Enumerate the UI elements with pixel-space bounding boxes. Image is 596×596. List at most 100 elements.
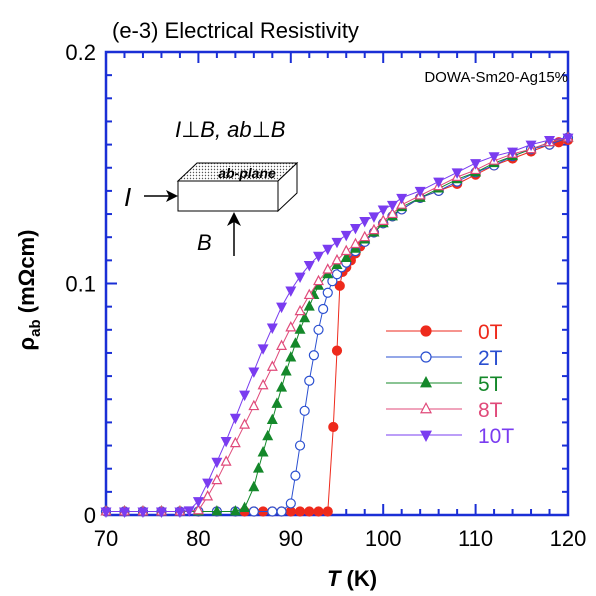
legend-label: 0T bbox=[478, 321, 503, 344]
data-point bbox=[318, 303, 329, 315]
data-point bbox=[359, 217, 371, 228]
data-point bbox=[229, 505, 241, 516]
data-point bbox=[248, 480, 260, 492]
data-point bbox=[433, 177, 445, 189]
data-point bbox=[276, 302, 288, 314]
data-point bbox=[299, 405, 310, 416]
data-point bbox=[266, 323, 278, 334]
data-point bbox=[322, 263, 334, 274]
data-point bbox=[137, 507, 149, 518]
data-point bbox=[322, 287, 333, 298]
data-point bbox=[276, 339, 288, 350]
x-tick-label: 100 bbox=[365, 526, 402, 551]
data-point bbox=[266, 360, 278, 371]
data-point bbox=[414, 186, 426, 198]
data-point bbox=[211, 505, 223, 516]
plot-area: 70 80 90 100 110 120 0 0.1 0.2 bbox=[65, 40, 586, 551]
data-point bbox=[202, 490, 214, 501]
data-point bbox=[285, 321, 297, 332]
legend-label: 5T bbox=[478, 373, 503, 396]
legend-marker bbox=[420, 375, 432, 388]
data-point bbox=[294, 323, 306, 334]
data-point bbox=[322, 244, 334, 256]
data-point bbox=[368, 223, 380, 235]
data-point bbox=[285, 286, 297, 297]
series-layer bbox=[100, 131, 574, 518]
x-tick-label: 70 bbox=[94, 526, 118, 551]
data-point bbox=[257, 446, 269, 457]
y-axis-title: ρab (mΩcm) bbox=[14, 230, 44, 351]
data-point bbox=[340, 230, 352, 242]
data-point bbox=[239, 501, 251, 513]
data-point bbox=[294, 304, 306, 316]
legend-label: 2T bbox=[478, 347, 503, 370]
data-point bbox=[211, 473, 223, 485]
data-point bbox=[239, 418, 251, 429]
data-point bbox=[192, 503, 204, 515]
legend-item-10t: 10T bbox=[386, 425, 514, 448]
data-point bbox=[340, 251, 352, 263]
data-point bbox=[470, 159, 482, 170]
data-point bbox=[220, 455, 232, 466]
x-axis-label: T (K) bbox=[327, 566, 377, 591]
data-point bbox=[507, 147, 519, 159]
y-tick-label: 0.2 bbox=[65, 40, 96, 65]
current-label: I bbox=[124, 182, 131, 212]
legend: 0T 2T 5T 8T 10T bbox=[386, 321, 514, 448]
current-arrow-head bbox=[166, 190, 178, 202]
data-point bbox=[252, 462, 264, 473]
data-point bbox=[248, 506, 259, 517]
data-point bbox=[100, 507, 112, 518]
data-point bbox=[340, 244, 352, 256]
x-tick-label: 90 bbox=[279, 526, 303, 551]
data-point bbox=[331, 253, 343, 265]
data-point bbox=[229, 413, 241, 425]
legend-item-2t: 2T bbox=[386, 347, 503, 370]
series-10t bbox=[100, 133, 574, 518]
sample-label: DOWA-Sm20-Ag15% bbox=[424, 69, 568, 86]
legend-item-5t: 5T bbox=[386, 373, 503, 396]
data-point bbox=[155, 507, 167, 518]
data-point bbox=[294, 440, 306, 451]
data-point bbox=[280, 365, 292, 376]
data-point bbox=[290, 470, 301, 481]
data-point bbox=[368, 212, 380, 223]
x-tick-label: 80 bbox=[186, 526, 210, 551]
geometry-label: I⊥B, ab⊥B bbox=[175, 117, 285, 142]
data-point bbox=[248, 399, 260, 411]
data-point bbox=[377, 205, 389, 216]
data-point bbox=[285, 498, 296, 509]
legend-marker bbox=[420, 325, 432, 337]
data-point bbox=[328, 421, 339, 433]
legend-label: 8T bbox=[478, 399, 503, 422]
data-point bbox=[544, 135, 556, 147]
data-point bbox=[257, 378, 269, 390]
axis-ticks: 70 80 90 100 110 120 0 0.1 0.2 bbox=[65, 40, 586, 551]
data-point bbox=[359, 230, 371, 242]
data-point bbox=[304, 375, 315, 386]
data-point bbox=[285, 351, 297, 362]
ab-plane-label: ab-plane bbox=[218, 165, 276, 181]
data-point bbox=[386, 207, 398, 219]
data-point bbox=[276, 506, 287, 517]
legend-marker bbox=[420, 351, 432, 363]
x-tick-label: 110 bbox=[458, 526, 493, 551]
data-point bbox=[488, 152, 500, 163]
data-point bbox=[322, 506, 333, 517]
data-point bbox=[262, 429, 274, 441]
data-point bbox=[308, 350, 319, 361]
data-point bbox=[313, 274, 325, 286]
data-point bbox=[289, 337, 301, 348]
data-point bbox=[313, 251, 325, 263]
legend-marker bbox=[420, 401, 432, 414]
data-point bbox=[271, 397, 283, 408]
data-point bbox=[331, 269, 343, 280]
data-point bbox=[299, 311, 311, 323]
sample-geometry-inset: ab-plane I B bbox=[124, 161, 299, 256]
data-point bbox=[211, 457, 223, 469]
data-point bbox=[174, 507, 186, 518]
data-point bbox=[349, 237, 361, 249]
data-point bbox=[349, 223, 361, 235]
data-point bbox=[248, 367, 260, 378]
sample-side-face bbox=[277, 161, 298, 213]
